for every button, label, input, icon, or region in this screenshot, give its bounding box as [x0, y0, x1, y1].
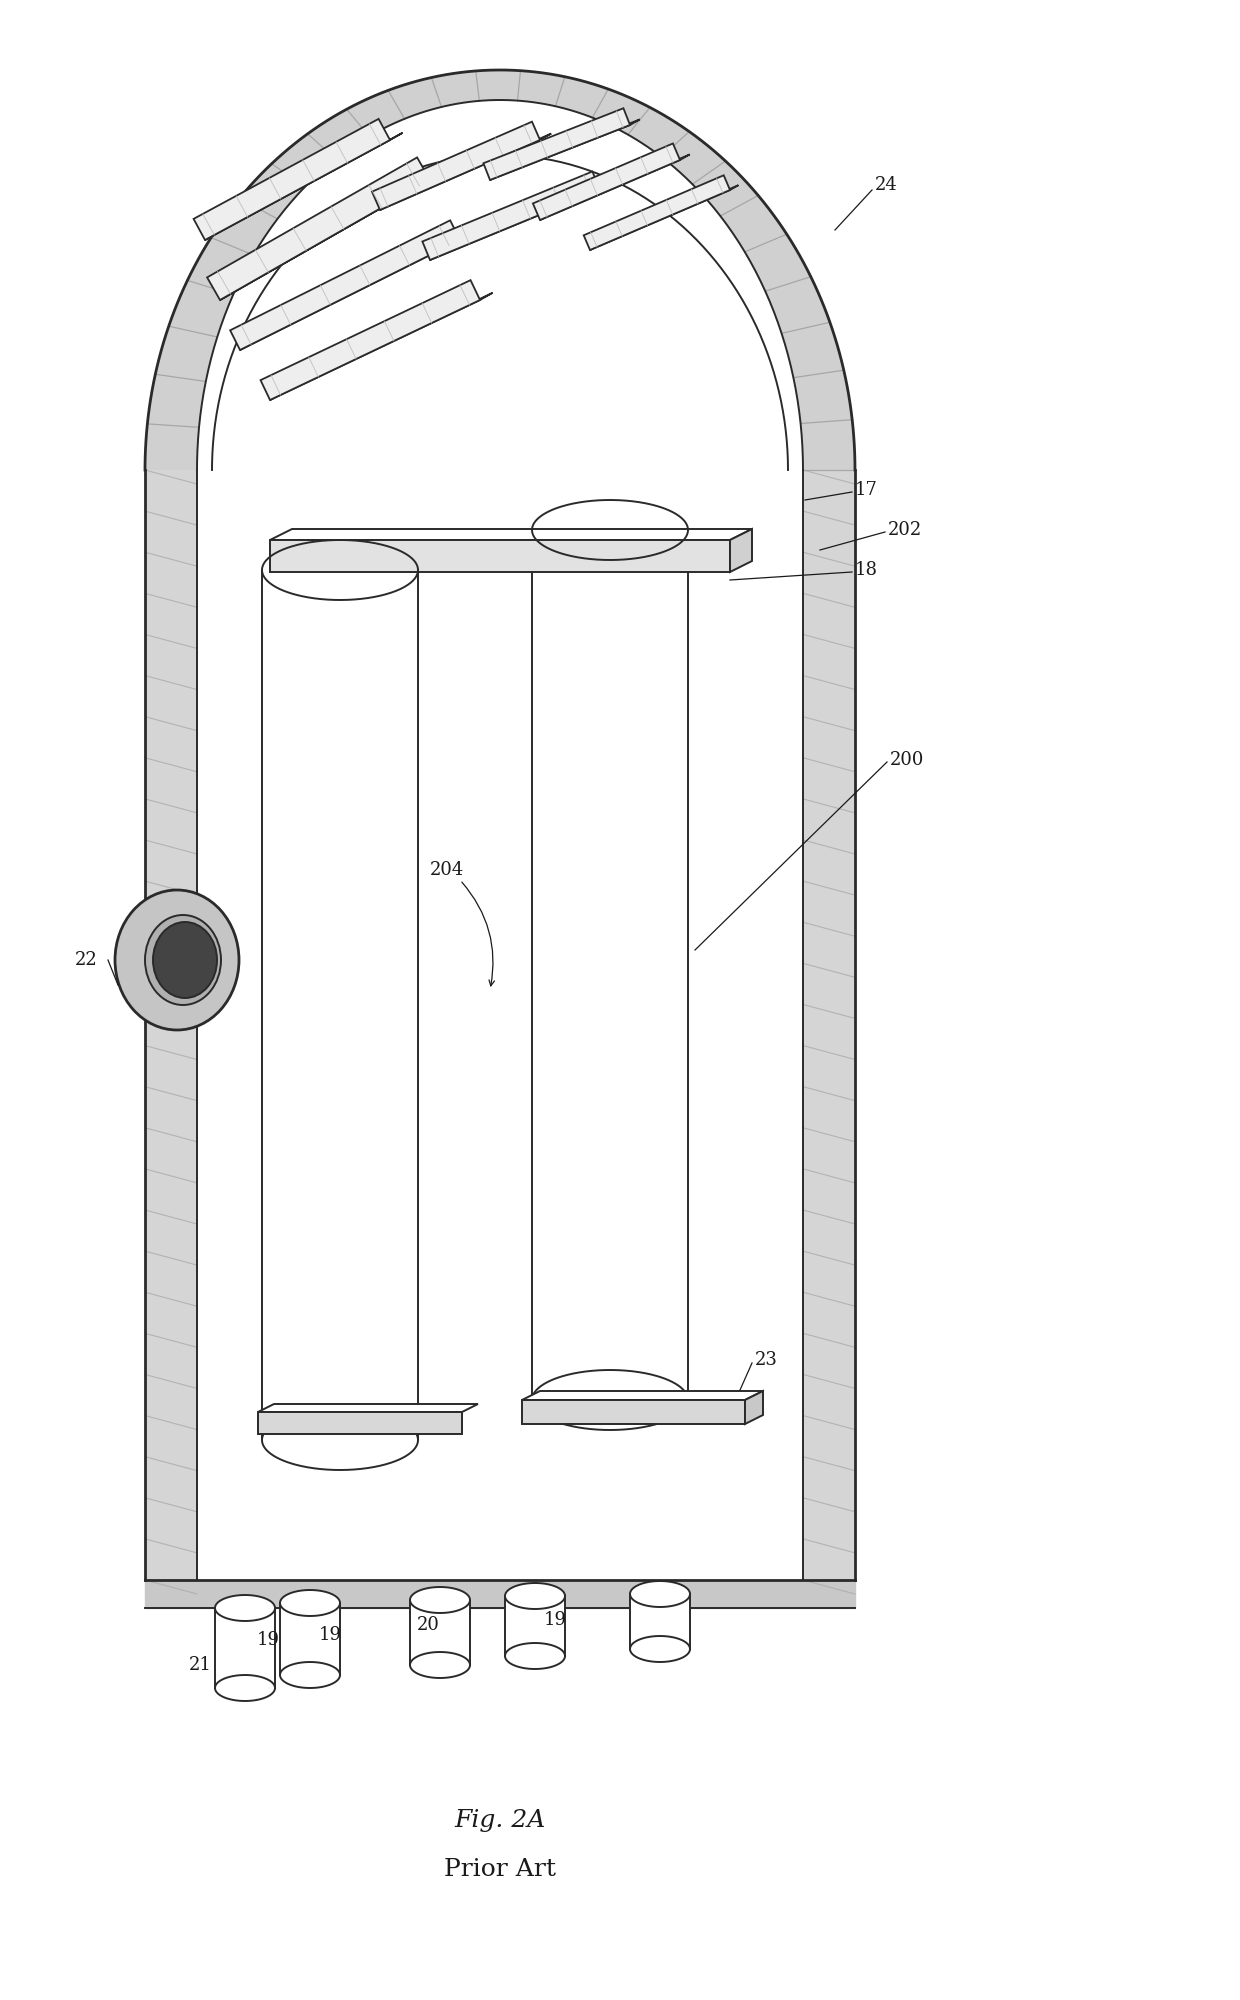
- Polygon shape: [745, 1392, 763, 1424]
- Text: 19: 19: [319, 1626, 341, 1644]
- Ellipse shape: [153, 922, 217, 998]
- Polygon shape: [490, 120, 640, 180]
- Text: 204: 204: [430, 860, 464, 880]
- Polygon shape: [532, 1370, 688, 1430]
- Polygon shape: [539, 154, 689, 220]
- Polygon shape: [590, 186, 738, 250]
- Polygon shape: [430, 184, 611, 260]
- Polygon shape: [280, 1590, 340, 1616]
- Polygon shape: [532, 500, 688, 560]
- Text: 200: 200: [890, 750, 924, 768]
- Polygon shape: [505, 1596, 565, 1656]
- Polygon shape: [219, 172, 444, 300]
- Polygon shape: [231, 220, 460, 350]
- Polygon shape: [215, 1596, 275, 1620]
- Polygon shape: [270, 540, 730, 572]
- Text: 19: 19: [543, 1612, 567, 1628]
- Polygon shape: [280, 1662, 340, 1688]
- Polygon shape: [262, 1410, 418, 1470]
- Polygon shape: [730, 528, 751, 572]
- Text: 202: 202: [888, 520, 923, 538]
- Ellipse shape: [145, 916, 221, 1004]
- Polygon shape: [270, 528, 751, 540]
- Polygon shape: [258, 1412, 463, 1434]
- Text: 17: 17: [856, 480, 878, 498]
- Text: 21: 21: [188, 1656, 212, 1674]
- Polygon shape: [804, 470, 856, 1580]
- Polygon shape: [262, 540, 418, 600]
- Text: Fig. 2A: Fig. 2A: [454, 1808, 546, 1832]
- Polygon shape: [630, 1582, 689, 1606]
- Polygon shape: [193, 118, 391, 240]
- Text: 19: 19: [257, 1632, 279, 1648]
- Polygon shape: [423, 172, 600, 260]
- Polygon shape: [410, 1588, 470, 1612]
- Polygon shape: [410, 1600, 470, 1664]
- Polygon shape: [532, 530, 688, 1400]
- Polygon shape: [379, 134, 552, 210]
- Polygon shape: [522, 1392, 763, 1400]
- Text: 18: 18: [856, 560, 878, 580]
- Polygon shape: [215, 1608, 275, 1688]
- Polygon shape: [258, 1404, 477, 1412]
- Polygon shape: [205, 132, 403, 240]
- Polygon shape: [215, 1676, 275, 1700]
- Text: 23: 23: [755, 1352, 777, 1368]
- Polygon shape: [410, 1652, 470, 1678]
- Polygon shape: [145, 470, 197, 1580]
- Text: 22: 22: [74, 952, 98, 970]
- Text: Prior Art: Prior Art: [444, 1858, 556, 1882]
- Polygon shape: [241, 232, 472, 350]
- Polygon shape: [505, 1584, 565, 1608]
- Polygon shape: [262, 570, 418, 1440]
- Polygon shape: [372, 122, 539, 210]
- Polygon shape: [260, 280, 480, 400]
- Polygon shape: [630, 1636, 689, 1662]
- Polygon shape: [207, 158, 430, 300]
- Polygon shape: [505, 1644, 565, 1668]
- Polygon shape: [280, 1604, 340, 1676]
- Polygon shape: [630, 1594, 689, 1648]
- Polygon shape: [584, 176, 730, 250]
- Ellipse shape: [115, 890, 239, 1030]
- Text: 20: 20: [417, 1616, 439, 1634]
- Text: 24: 24: [875, 176, 898, 194]
- Polygon shape: [145, 70, 856, 470]
- Polygon shape: [522, 1400, 745, 1424]
- Polygon shape: [484, 108, 630, 180]
- Polygon shape: [533, 144, 680, 220]
- Polygon shape: [270, 292, 492, 400]
